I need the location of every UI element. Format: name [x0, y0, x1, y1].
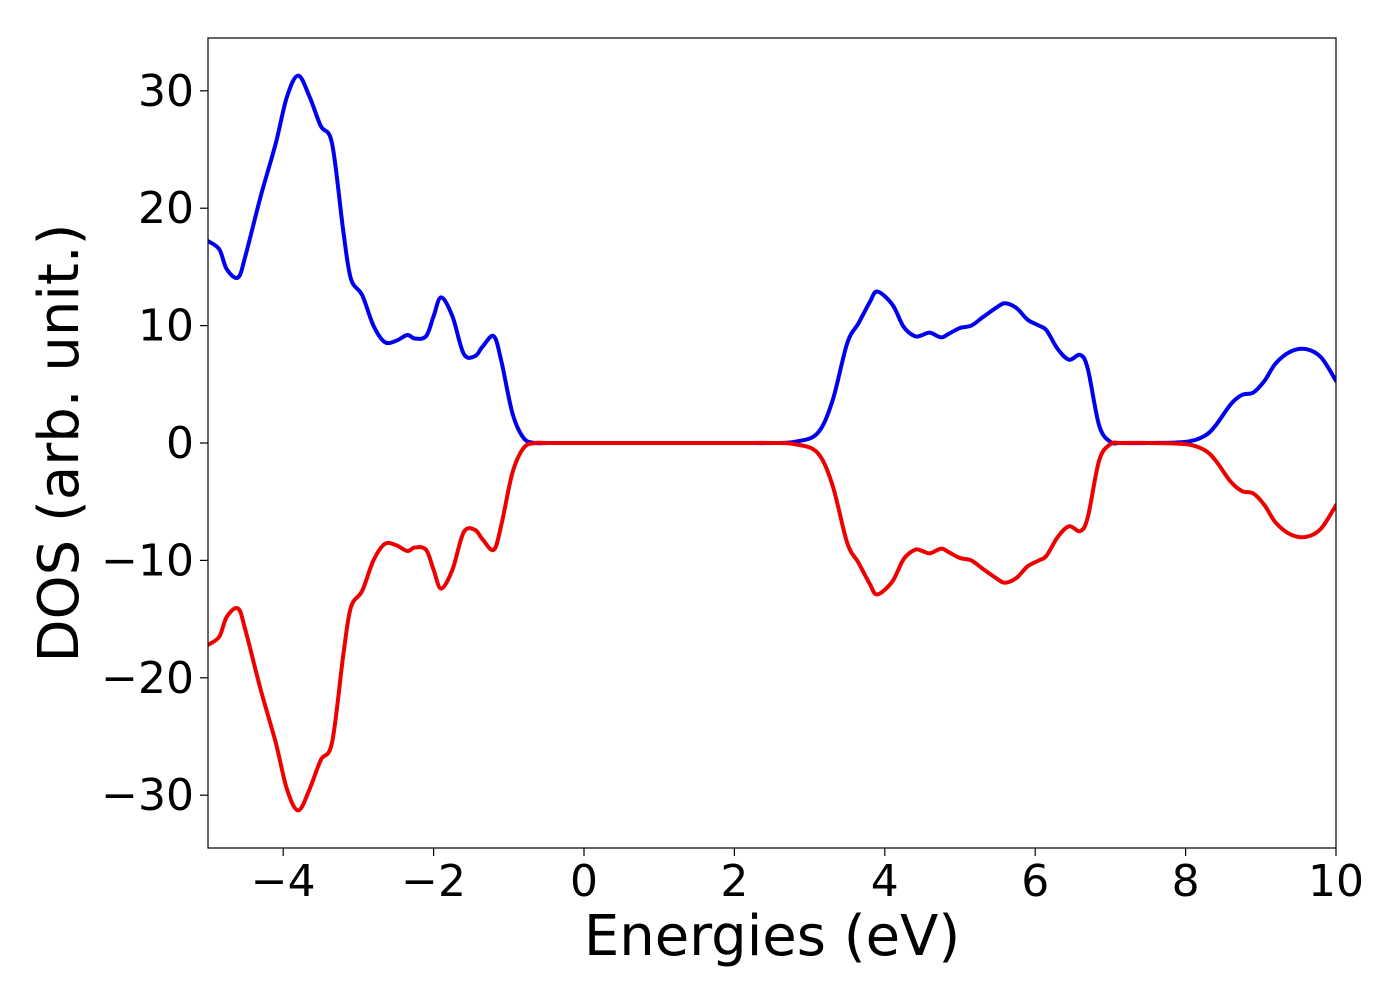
x-axis: −4 −2 0 2 4 6 8 10 [251, 848, 1364, 907]
x-tick-label: 4 [871, 856, 899, 907]
x-axis-title: Energies (eV) [584, 904, 960, 969]
y-tick-label: 30 [138, 66, 194, 117]
y-tick-label: −20 [101, 653, 194, 704]
x-tick-label: 6 [1021, 856, 1049, 907]
y-tick-label: −30 [101, 770, 194, 821]
series-line-2 [208, 440, 1336, 813]
y-tick-label: 0 [166, 418, 194, 469]
y-axis: 30 20 10 0 −10 −20 −30 [101, 66, 208, 821]
x-tick-label: 0 [570, 856, 598, 907]
x-tick-label: −4 [251, 856, 316, 907]
y-tick-label: 10 [138, 301, 194, 352]
x-tick-label: −2 [401, 856, 466, 907]
y-tick-label: −10 [101, 535, 194, 586]
series-layer [208, 73, 1336, 813]
y-axis-title: DOS (arb. unit.) [27, 223, 92, 662]
x-tick-label: 8 [1172, 856, 1200, 907]
x-tick-label: 10 [1308, 856, 1364, 907]
y-tick-label: 20 [138, 183, 194, 234]
x-tick-label: 2 [720, 856, 748, 907]
